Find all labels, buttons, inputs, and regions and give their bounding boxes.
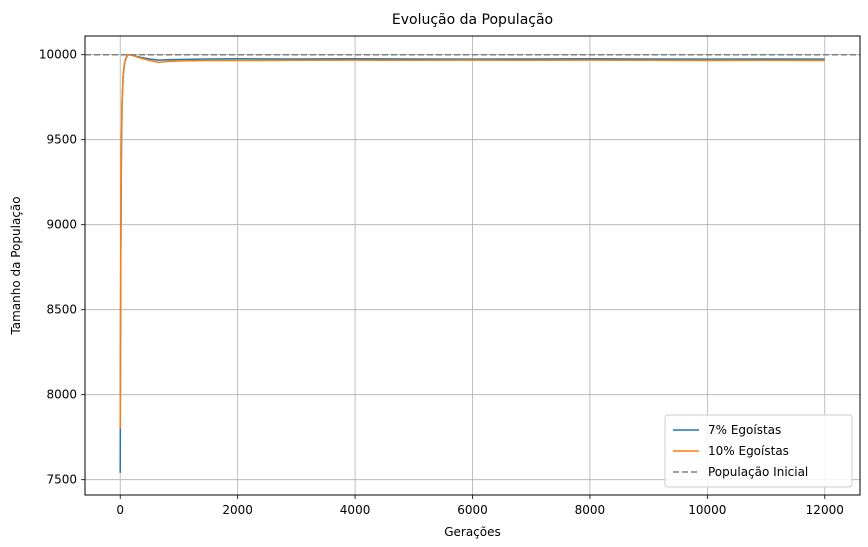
legend-label: 7% Egoístas (708, 423, 781, 437)
legend: 7% Egoístas 10% Egoístas População Inicial (664, 414, 853, 488)
y-tick-label: 8000 (46, 388, 77, 402)
y-tick-label: 9500 (46, 133, 77, 147)
x-tick-label: 12000 (806, 503, 844, 517)
x-axis-label: Gerações (444, 525, 501, 539)
y-tick-label: 8500 (46, 303, 77, 317)
x-tick-label: 2000 (222, 503, 253, 517)
y-tick-label: 9000 (46, 218, 77, 232)
x-tick-label: 10000 (688, 503, 726, 517)
y-axis-label: Tamanho da População (9, 196, 23, 335)
x-tick-label: 0 (116, 503, 124, 517)
axis-ticks: 0 2000 4000 6000 8000 10000 12000 7500 8000 8500 9… (39, 48, 844, 517)
legend-label: 10% Egoístas (708, 444, 789, 458)
legend-box (664, 414, 853, 488)
x-tick-label: 4000 (340, 503, 371, 517)
x-tick-label: 6000 (457, 503, 488, 517)
series-line (119, 53, 825, 429)
legend-label: População Inicial (708, 465, 808, 479)
chart-title: Evolução da População (392, 12, 553, 28)
series-lines (85, 53, 860, 473)
x-tick-label: 8000 (575, 503, 606, 517)
y-tick-label: 7500 (46, 473, 77, 487)
y-tick-label: 10000 (39, 48, 77, 62)
